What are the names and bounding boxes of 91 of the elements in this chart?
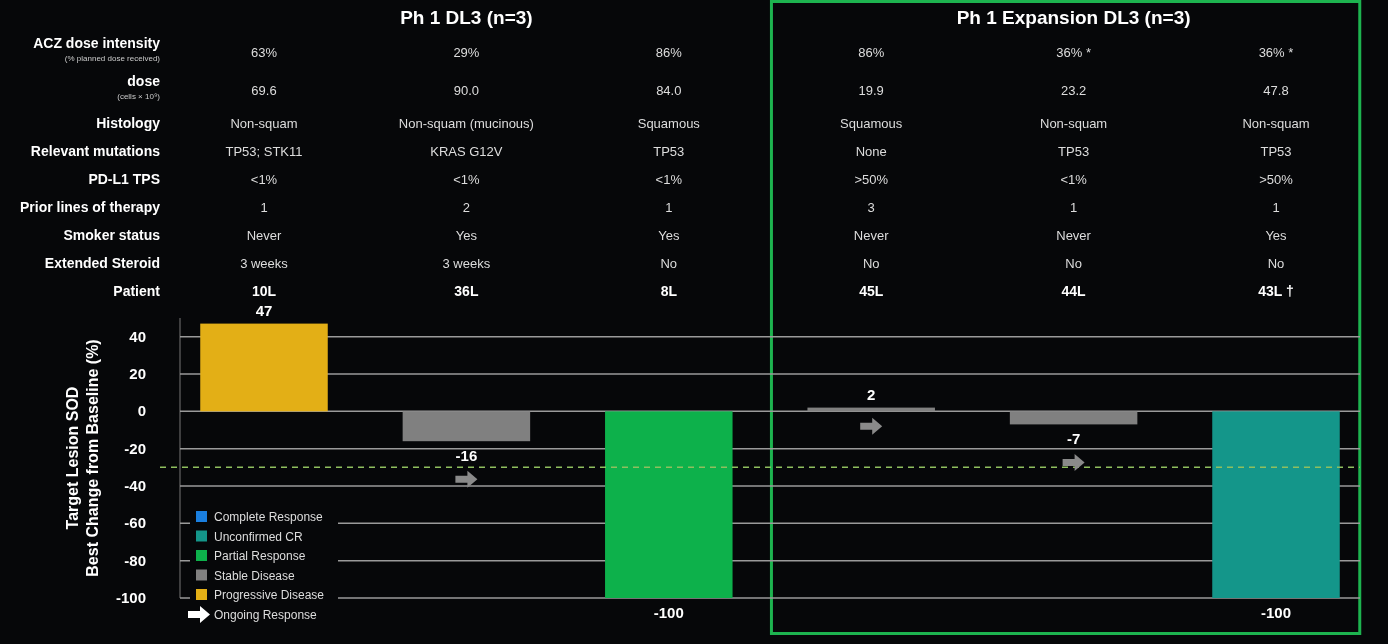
bar xyxy=(1212,411,1340,598)
text: >50% xyxy=(854,172,889,187)
y-tick-label: 40 xyxy=(129,327,146,345)
y-tick-label: 0 xyxy=(137,402,146,420)
y-tick-label: -100 xyxy=(115,589,146,606)
x-tick-label: 36L xyxy=(454,283,479,299)
legend-label: Stable Disease xyxy=(214,568,296,583)
text: No xyxy=(862,256,880,271)
text: <1% xyxy=(655,172,683,187)
text: Yes xyxy=(658,228,680,243)
text: None xyxy=(855,144,887,159)
legend-label: Progressive Disease xyxy=(214,588,325,602)
x-tick-label: 45L xyxy=(859,283,884,299)
text: Non-squam xyxy=(230,116,298,131)
text: 86% xyxy=(858,45,885,60)
text: 1 xyxy=(260,200,268,215)
text: Never xyxy=(853,228,890,243)
y-tick-label: -80 xyxy=(124,551,146,569)
text: Extended Steroid xyxy=(44,255,160,271)
text: 86% xyxy=(655,45,683,60)
text: 3 weeks xyxy=(240,256,289,271)
text: No xyxy=(660,256,678,271)
text: <1% xyxy=(453,172,481,187)
text: PD-L1 TPS xyxy=(88,171,160,187)
text: Yes xyxy=(455,228,478,243)
text: 2 xyxy=(462,200,471,215)
text: Prior lines of therapy xyxy=(19,199,161,215)
data-label: 2 xyxy=(867,385,876,403)
text: 36% * xyxy=(1258,45,1294,60)
bar xyxy=(402,411,531,442)
text: 69.6 xyxy=(251,83,277,98)
text: Non-squam xyxy=(1242,116,1310,131)
text: <1% xyxy=(250,172,278,187)
text: Histology xyxy=(96,115,161,131)
text: <1% xyxy=(1060,172,1088,187)
legend-label: Partial Response xyxy=(214,549,306,563)
text: 47.8 xyxy=(1263,83,1289,98)
bar xyxy=(605,411,733,598)
text: Ph 1 Expansion DL3 (n=3) xyxy=(956,7,1191,28)
data-label: 47 xyxy=(255,301,273,319)
text: Never xyxy=(246,228,282,243)
legend-label: Complete Response xyxy=(214,510,324,524)
text: 29% xyxy=(453,45,480,60)
x-tick-label: 44L xyxy=(1061,283,1087,299)
text: Never xyxy=(1056,228,1092,243)
text: TP53 xyxy=(1058,144,1090,159)
y-tick-label: 20 xyxy=(129,365,146,382)
text: Smoker status xyxy=(63,227,161,243)
text: Ongoing Response xyxy=(214,607,318,622)
text: TP53; STK11 xyxy=(225,144,303,159)
text: 1 xyxy=(1069,200,1078,215)
text: TP53 xyxy=(1260,144,1292,159)
bar xyxy=(200,323,328,412)
x-tick-label: 10L xyxy=(251,283,277,299)
text: 3 weeks xyxy=(442,256,491,271)
x-tick-label: 43L † xyxy=(1258,283,1294,299)
text: No xyxy=(1065,256,1082,271)
y-axis-title: Target Lesion SOD Best Change from Baseline (%) xyxy=(64,339,101,577)
text: TP53 xyxy=(653,144,685,159)
text: 90.0 xyxy=(453,83,480,98)
text: Ph 1 DL3 (n=3) xyxy=(400,7,533,28)
text: 1 xyxy=(665,200,673,215)
data-label: -100 xyxy=(653,604,684,621)
text: Relevant mutations xyxy=(30,143,161,159)
text: 63% xyxy=(250,45,278,60)
x-tick-label: 8L xyxy=(660,283,678,299)
text: 36% * xyxy=(1056,45,1091,60)
data-label: -7 xyxy=(1066,430,1081,448)
text: 23.2 xyxy=(1060,83,1087,98)
text: KRAS G12V xyxy=(430,144,503,159)
y-tick-label: -60 xyxy=(124,514,146,532)
text: 84.0 xyxy=(656,83,682,98)
text: dose (cells × 10⁹) xyxy=(117,73,161,101)
text: Squamous xyxy=(637,116,701,131)
text: No xyxy=(1267,256,1285,271)
text: 3 xyxy=(867,200,875,215)
text: ACZ dose intensity (% planned dose received) xyxy=(33,35,161,63)
text: Non-squam xyxy=(1040,116,1108,131)
text: Squamous xyxy=(840,116,903,131)
text: >50% xyxy=(1259,172,1294,187)
y-tick-label: -40 xyxy=(124,477,146,494)
text: Yes xyxy=(1265,228,1288,243)
legend-label: Unconfirmed CR xyxy=(214,529,304,544)
data-label: -100 xyxy=(1260,604,1292,621)
text: 19.9 xyxy=(858,83,884,98)
y-tick-label: -20 xyxy=(124,439,146,457)
text: 1 xyxy=(1272,200,1280,215)
x-axis-title: Patient xyxy=(113,283,161,299)
text: Non-squam (mucinous) xyxy=(398,116,534,131)
data-label: -16 xyxy=(455,447,478,465)
bar xyxy=(1009,411,1138,425)
